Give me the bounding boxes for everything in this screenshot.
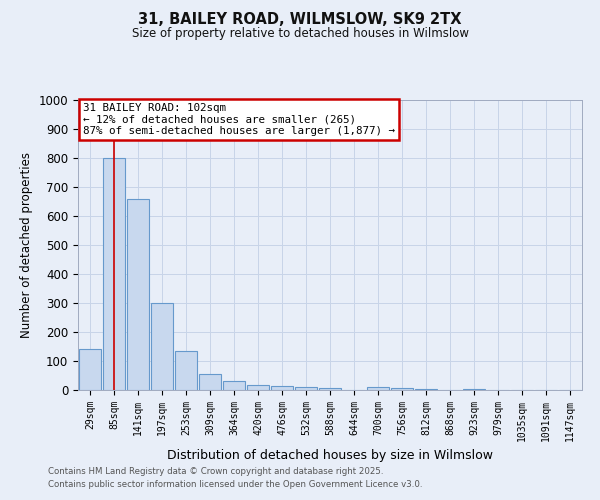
Bar <box>223 382 245 390</box>
Bar <box>271 386 293 390</box>
Bar <box>199 374 221 390</box>
X-axis label: Distribution of detached houses by size in Wilmslow: Distribution of detached houses by size … <box>167 449 493 462</box>
Text: Size of property relative to detached houses in Wilmslow: Size of property relative to detached ho… <box>131 28 469 40</box>
Text: Contains HM Land Registry data © Crown copyright and database right 2025.: Contains HM Land Registry data © Crown c… <box>48 467 383 476</box>
Text: Contains public sector information licensed under the Open Government Licence v3: Contains public sector information licen… <box>48 480 422 489</box>
Text: 31, BAILEY ROAD, WILMSLOW, SK9 2TX: 31, BAILEY ROAD, WILMSLOW, SK9 2TX <box>138 12 462 28</box>
Bar <box>415 388 437 390</box>
Bar <box>463 388 485 390</box>
Bar <box>175 351 197 390</box>
Bar <box>367 387 389 390</box>
Bar <box>295 386 317 390</box>
Bar <box>127 198 149 390</box>
Bar <box>151 303 173 390</box>
Bar <box>391 388 413 390</box>
Text: 31 BAILEY ROAD: 102sqm
← 12% of detached houses are smaller (265)
87% of semi-de: 31 BAILEY ROAD: 102sqm ← 12% of detached… <box>83 103 395 136</box>
Bar <box>103 158 125 390</box>
Bar <box>79 350 101 390</box>
Y-axis label: Number of detached properties: Number of detached properties <box>20 152 33 338</box>
Bar <box>319 388 341 390</box>
Bar <box>247 385 269 390</box>
